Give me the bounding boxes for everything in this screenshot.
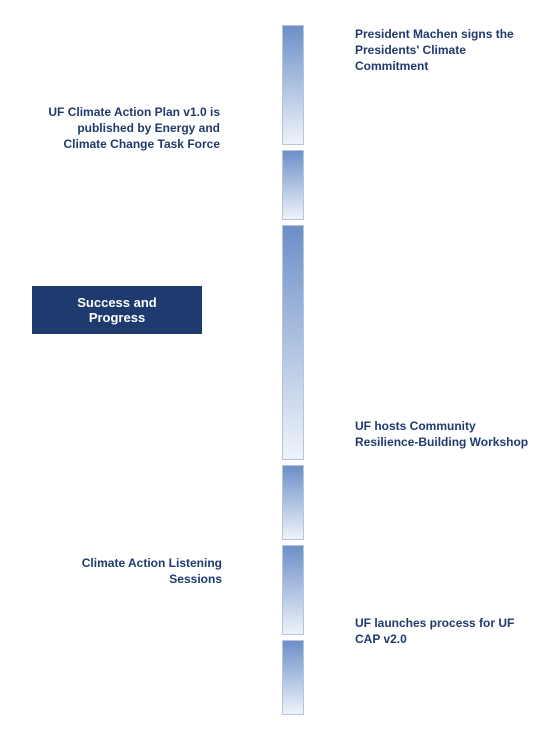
timeline-item-right: UF launches process for UF CAP v2.0 (355, 615, 515, 647)
timeline-segment (282, 225, 304, 460)
timeline-segment (282, 465, 304, 540)
success-badge: Success and Progress (32, 286, 202, 334)
timeline-segment (282, 545, 304, 635)
timeline-segment (282, 640, 304, 715)
timeline-item-left: UF Climate Action Plan v1.0 is published… (40, 104, 220, 153)
timeline-segment (282, 25, 304, 145)
timeline-item-left: Climate Action Listening Sessions (72, 555, 222, 587)
timeline-segment (282, 150, 304, 220)
timeline-diagram: President Machen signs the Presidents' C… (0, 0, 541, 750)
timeline-item-right: President Machen signs the Presidents' C… (355, 26, 535, 75)
timeline-item-right: UF hosts Community Resilience-Building W… (355, 418, 535, 450)
